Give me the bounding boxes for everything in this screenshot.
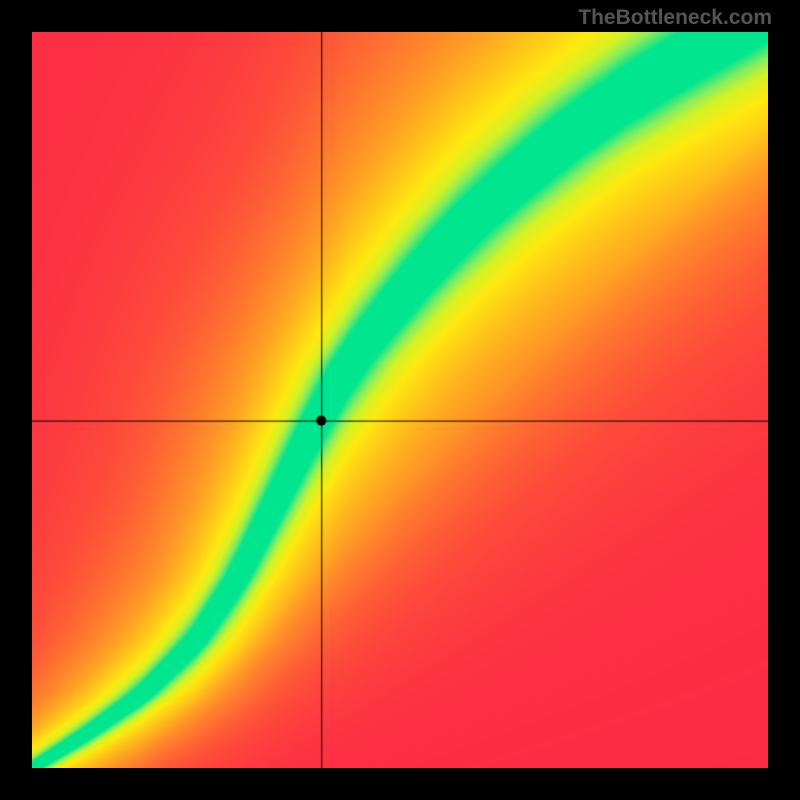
watermark-text: TheBottleneck.com	[578, 6, 772, 30]
bottleneck-heatmap	[32, 32, 768, 768]
chart-container: TheBottleneck.com	[0, 0, 800, 800]
